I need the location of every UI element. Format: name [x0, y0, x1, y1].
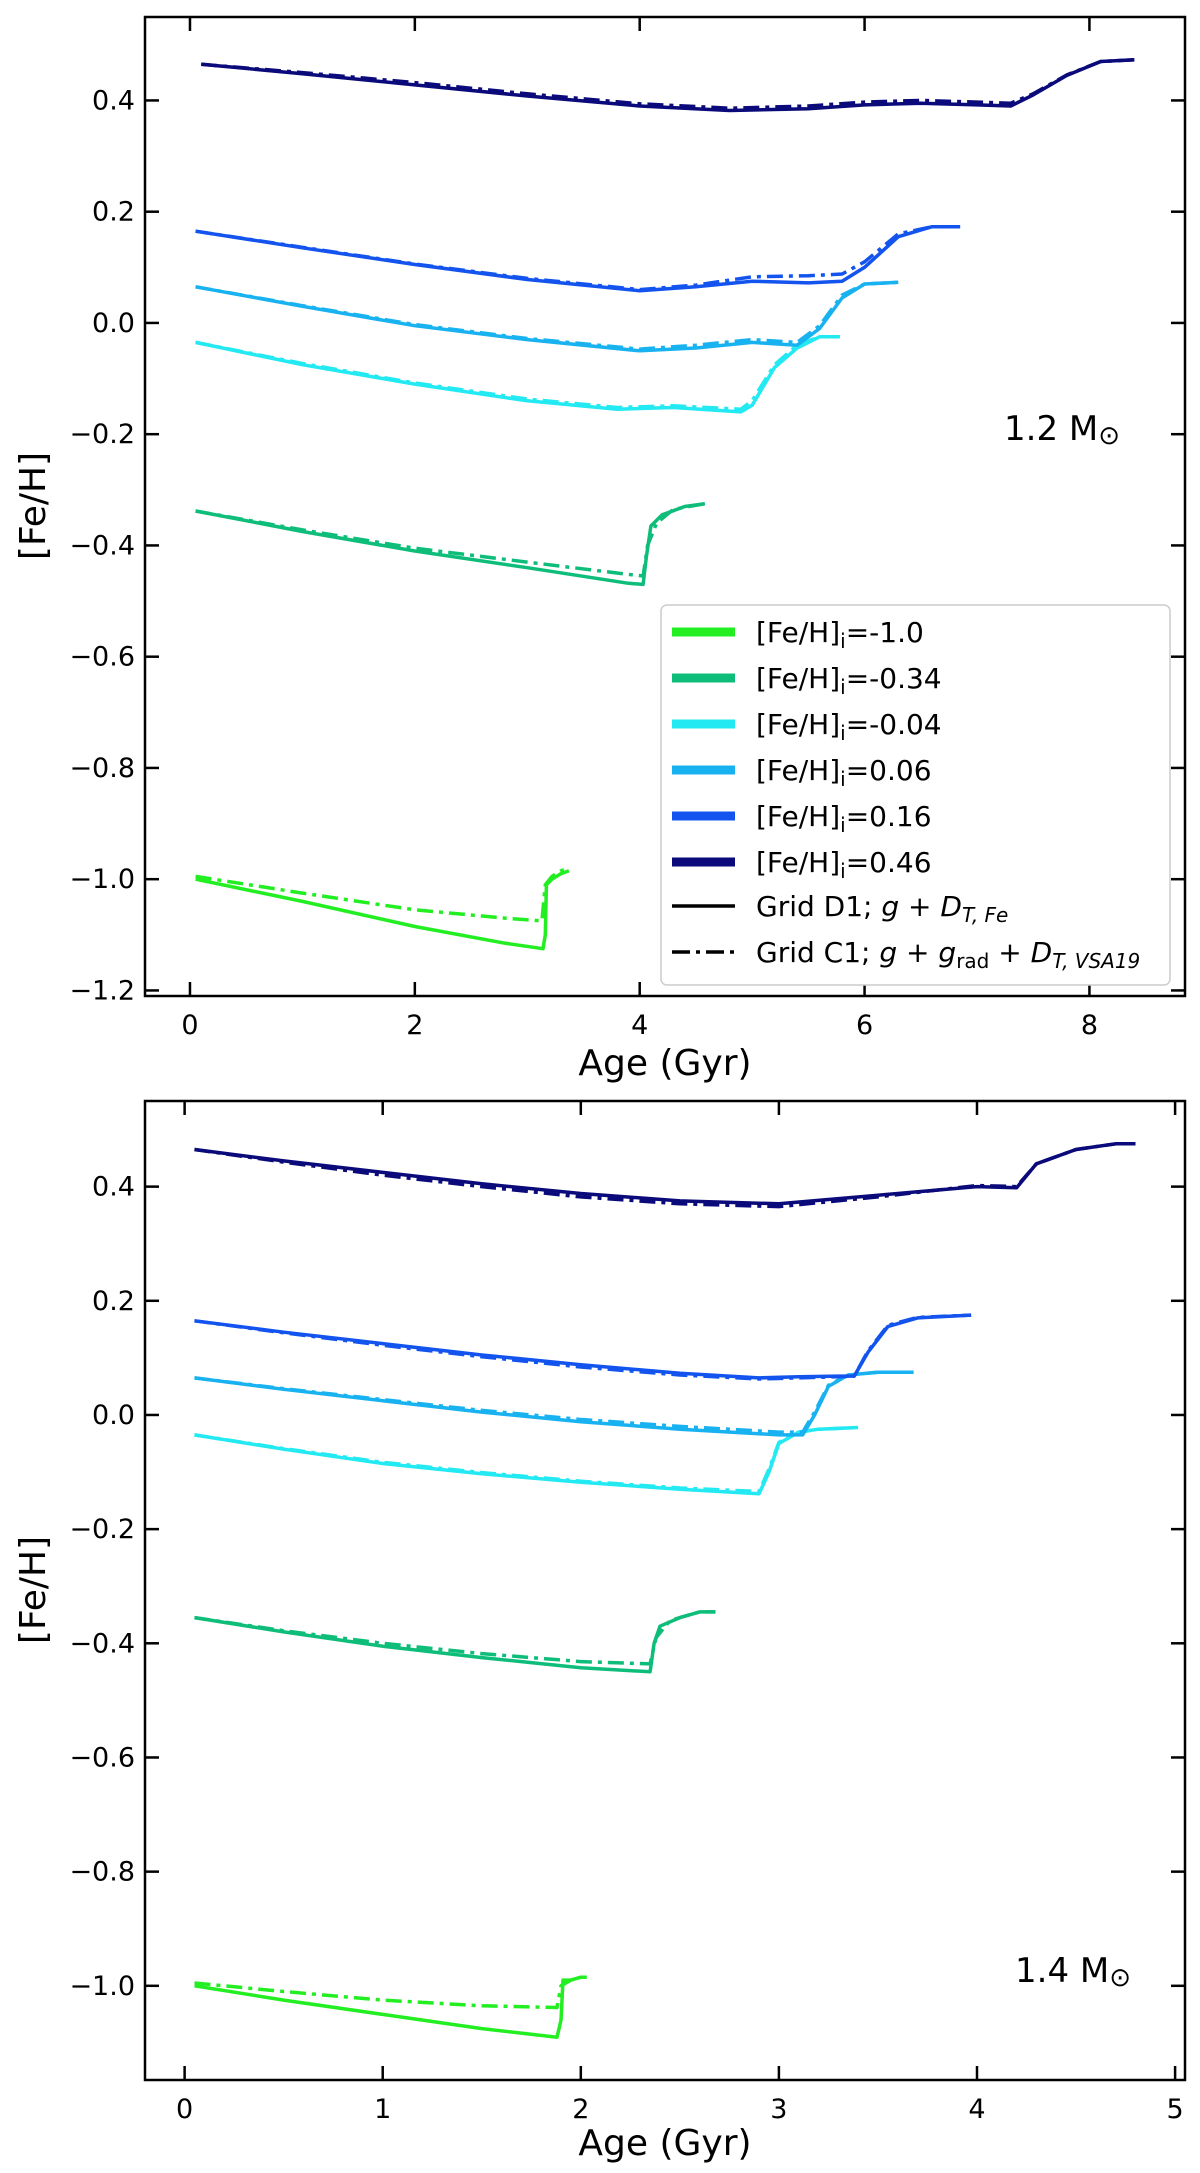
x-tick-label: 1: [374, 2094, 391, 2125]
y-tick-label: −0.2: [69, 419, 135, 450]
mass-label-top: 1.2 M⊙: [1004, 409, 1120, 451]
x-tick-label: 0: [176, 2094, 193, 2125]
series-line-grid-d1: [195, 224, 961, 293]
series-lines-bottom: [194, 1142, 1136, 2039]
series-line-grid-c1: [195, 866, 570, 923]
series-line-grid-d1: [195, 869, 570, 951]
x-tick-label: 8: [1081, 1010, 1098, 1041]
legend: [Fe/H]i=-1.0 [Fe/H]i=-0.34 [Fe/H]i=-0.04 [F…: [660, 604, 1171, 986]
x-tick-label: 4: [631, 1010, 648, 1041]
legend-entry-label: [Fe/H]i=0.16: [756, 800, 932, 837]
series-line-grid-c1: [194, 1425, 859, 1494]
y-tick-label: 0.2: [92, 197, 135, 228]
y-tick-label: −0.6: [69, 1742, 135, 1773]
series-line-grid-d1: [201, 58, 1135, 113]
y-tick-label: −0.4: [69, 1628, 135, 1659]
x-axis-label-top: Age (Gyr): [578, 1043, 751, 1084]
x-tick-label: 2: [572, 2094, 589, 2125]
x-tick-label: 5: [1167, 2094, 1184, 2125]
series-line-grid-d1: [194, 1610, 716, 1674]
ticks-bottom: 0 1 2 3 4 5 0.4 0.2 0.0 −0.2 −0.4 −0.6 −0.8 −1.0: [69, 1101, 1185, 2125]
series-line-grid-c1: [194, 1975, 587, 2010]
series-line-grid-c1: [194, 1313, 972, 1381]
series-line-grid-d1: [194, 1142, 1136, 1206]
y-tick-label: 0.2: [92, 1286, 135, 1317]
x-tick-label: 3: [770, 2094, 787, 2125]
ticks-top: 0 2 4 6 8 0.4 0.2 0.0 −0.2 −0.4 −0.6 −0.8 −1.0 −1.2: [69, 17, 1185, 1041]
series-line-grid-c1: [195, 501, 706, 578]
y-tick-label: 0.0: [92, 1400, 135, 1431]
y-tick-label: 0.4: [92, 85, 135, 116]
plot-frame-bottom: [143, 1099, 1187, 2082]
legend-entry-label: [Fe/H]i=-0.04: [756, 708, 942, 745]
legend-entries: [Fe/H]i=-1.0 [Fe/H]i=-0.34 [Fe/H]i=-0.04 [F…: [672, 616, 942, 883]
mass-label-bottom: 1.4 M⊙: [1015, 1951, 1131, 1993]
y-axis-label-top: [Fe/H]: [13, 452, 54, 560]
panel-top: 0 2 4 6 8 0.4 0.2 0.0 −0.2 −0.4 −0.6 −0.8 −1.0 −1.2 1…: [13, 15, 1187, 1084]
x-tick-label: 2: [406, 1010, 423, 1041]
y-tick-label: −1.0: [69, 864, 135, 895]
series-line-grid-d1: [195, 335, 840, 414]
y-tick-label: −0.4: [69, 530, 135, 561]
panel-bottom: 0 1 2 3 4 5 0.4 0.2 0.0 −0.2 −0.4 −0.6 −0.8 −1.0 1.4 …: [13, 1099, 1187, 2164]
y-tick-label: 0.0: [92, 308, 135, 339]
y-tick-label: 0.4: [92, 1172, 135, 1203]
legend-box: [660, 604, 1171, 986]
y-axis-label-bottom: [Fe/H]: [13, 1536, 54, 1644]
series-line-grid-c1: [195, 335, 840, 411]
y-tick-label: −0.6: [69, 642, 135, 673]
y-tick-label: −1.0: [69, 1971, 135, 2002]
series-line-grid-d1: [194, 1975, 587, 2039]
series-line-grid-c1: [194, 1610, 716, 1666]
x-tick-label: 4: [968, 2094, 985, 2125]
legend-entry-label: [Fe/H]i=-0.34: [756, 662, 942, 699]
legend-grid-d1-label: Grid D1; g + DT, Fe: [756, 890, 1008, 927]
x-tick-label: 0: [181, 1010, 198, 1041]
y-tick-label: −0.8: [69, 753, 135, 784]
y-tick-label: −1.2: [69, 975, 135, 1006]
series-line-grid-d1: [195, 501, 706, 587]
x-axis-label-bottom: Age (Gyr): [578, 2123, 751, 2164]
legend-entry-label: [Fe/H]i=0.06: [756, 754, 932, 791]
series-line-grid-c1: [194, 1370, 914, 1434]
legend-entry-label: [Fe/H]i=-1.0: [756, 616, 924, 653]
legend-entry-label: [Fe/H]i=0.46: [756, 846, 932, 883]
y-tick-label: −0.8: [69, 1857, 135, 1888]
series-line-grid-c1: [194, 1142, 1136, 1209]
plot-frame-top: [143, 15, 1187, 998]
legend-grid-c1-label: Grid C1; g + grad + DT, VSA19: [756, 936, 1140, 973]
series-line-grid-d1: [194, 1425, 859, 1496]
x-tick-label: 6: [856, 1010, 873, 1041]
series-line-grid-c1: [201, 58, 1135, 110]
series-lines-top: [195, 58, 1135, 951]
y-tick-label: −0.2: [69, 1514, 135, 1545]
series-line-grid-c1: [195, 280, 899, 351]
